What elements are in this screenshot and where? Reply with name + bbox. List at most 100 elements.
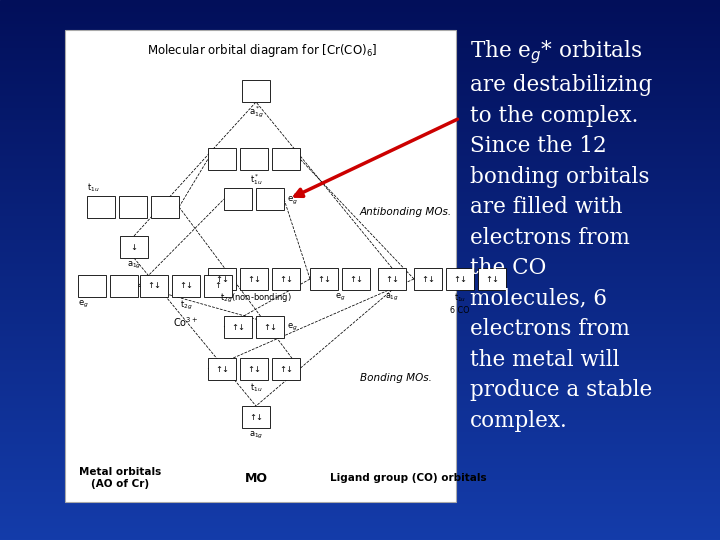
Bar (0, 499, 720, 500)
Bar (0, 491, 720, 492)
Bar (0, 24, 720, 25)
Bar (0, 39, 720, 40)
Bar (0, 487, 720, 488)
Bar (0, 441, 720, 442)
Bar (272, 148, 300, 170)
Bar (0, 65, 720, 66)
Bar (0, 211, 720, 212)
Bar (0, 29, 720, 30)
Bar (0, 398, 720, 399)
Bar (0, 420, 720, 421)
Text: ↑↓: ↑↓ (247, 274, 261, 284)
Bar (0, 235, 720, 236)
Bar (0, 413, 720, 414)
Bar (0, 125, 720, 126)
Bar (0, 473, 720, 474)
Bar (0, 128, 720, 129)
Bar (0, 68, 720, 69)
Bar (0, 197, 720, 198)
Bar (110, 275, 138, 297)
Bar (0, 57, 720, 58)
Text: t$_{1u}$: t$_{1u}$ (454, 292, 466, 305)
Bar (0, 246, 720, 247)
Bar (0, 4, 720, 5)
Bar (0, 127, 720, 128)
Bar (0, 87, 720, 88)
Bar (0, 315, 720, 316)
Bar (0, 120, 720, 121)
Bar (0, 290, 720, 291)
Bar (0, 323, 720, 324)
Bar (0, 436, 720, 437)
Bar (0, 171, 720, 172)
Bar (0, 448, 720, 449)
Bar (0, 336, 720, 337)
Bar (0, 404, 720, 405)
Bar (0, 397, 720, 398)
Bar (0, 5, 720, 6)
Bar (0, 415, 720, 416)
Bar (0, 20, 720, 21)
Bar (0, 445, 720, 446)
Bar (0, 210, 720, 211)
Bar (208, 268, 236, 290)
Bar (0, 502, 720, 503)
Bar (0, 233, 720, 234)
Bar (0, 45, 720, 46)
Bar (0, 538, 720, 539)
Bar (0, 253, 720, 254)
Bar (0, 26, 720, 27)
Bar (0, 387, 720, 388)
Bar (0, 314, 720, 315)
Bar (0, 273, 720, 274)
Text: ↑↓: ↑↓ (215, 364, 229, 374)
Bar (0, 17, 720, 18)
Bar (0, 190, 720, 191)
Bar (0, 73, 720, 74)
Bar (0, 208, 720, 209)
Bar (0, 478, 720, 479)
Bar (224, 188, 252, 210)
Bar (478, 268, 506, 290)
Bar (0, 97, 720, 98)
Bar (0, 74, 720, 75)
Bar (0, 407, 720, 408)
Bar (0, 121, 720, 122)
Bar (242, 80, 270, 102)
Bar (0, 339, 720, 340)
Bar (0, 9, 720, 10)
Bar (0, 242, 720, 243)
Bar (0, 393, 720, 394)
Bar (0, 508, 720, 509)
Bar (0, 163, 720, 164)
Bar (0, 161, 720, 162)
Text: ↑↓: ↑↓ (421, 274, 435, 284)
Bar (0, 421, 720, 422)
Bar (224, 316, 252, 338)
Bar (0, 463, 720, 464)
Bar (0, 18, 720, 19)
Text: ↑↓: ↑↓ (231, 322, 245, 332)
Bar (0, 16, 720, 17)
Bar (0, 343, 720, 344)
Bar (0, 319, 720, 320)
Bar (0, 495, 720, 496)
Bar (0, 86, 720, 87)
Bar (0, 374, 720, 375)
Bar (0, 392, 720, 393)
Bar (0, 349, 720, 350)
Bar (0, 102, 720, 103)
Bar (0, 2, 720, 3)
Bar (0, 35, 720, 36)
Bar (0, 93, 720, 94)
Bar (0, 198, 720, 199)
Bar (0, 341, 720, 342)
Text: Ligand group (CO) orbitals: Ligand group (CO) orbitals (330, 473, 486, 483)
Bar (0, 245, 720, 246)
Bar (0, 536, 720, 537)
Bar (0, 402, 720, 403)
Bar (0, 34, 720, 35)
Bar (0, 425, 720, 426)
Bar (0, 51, 720, 52)
Bar (0, 22, 720, 23)
